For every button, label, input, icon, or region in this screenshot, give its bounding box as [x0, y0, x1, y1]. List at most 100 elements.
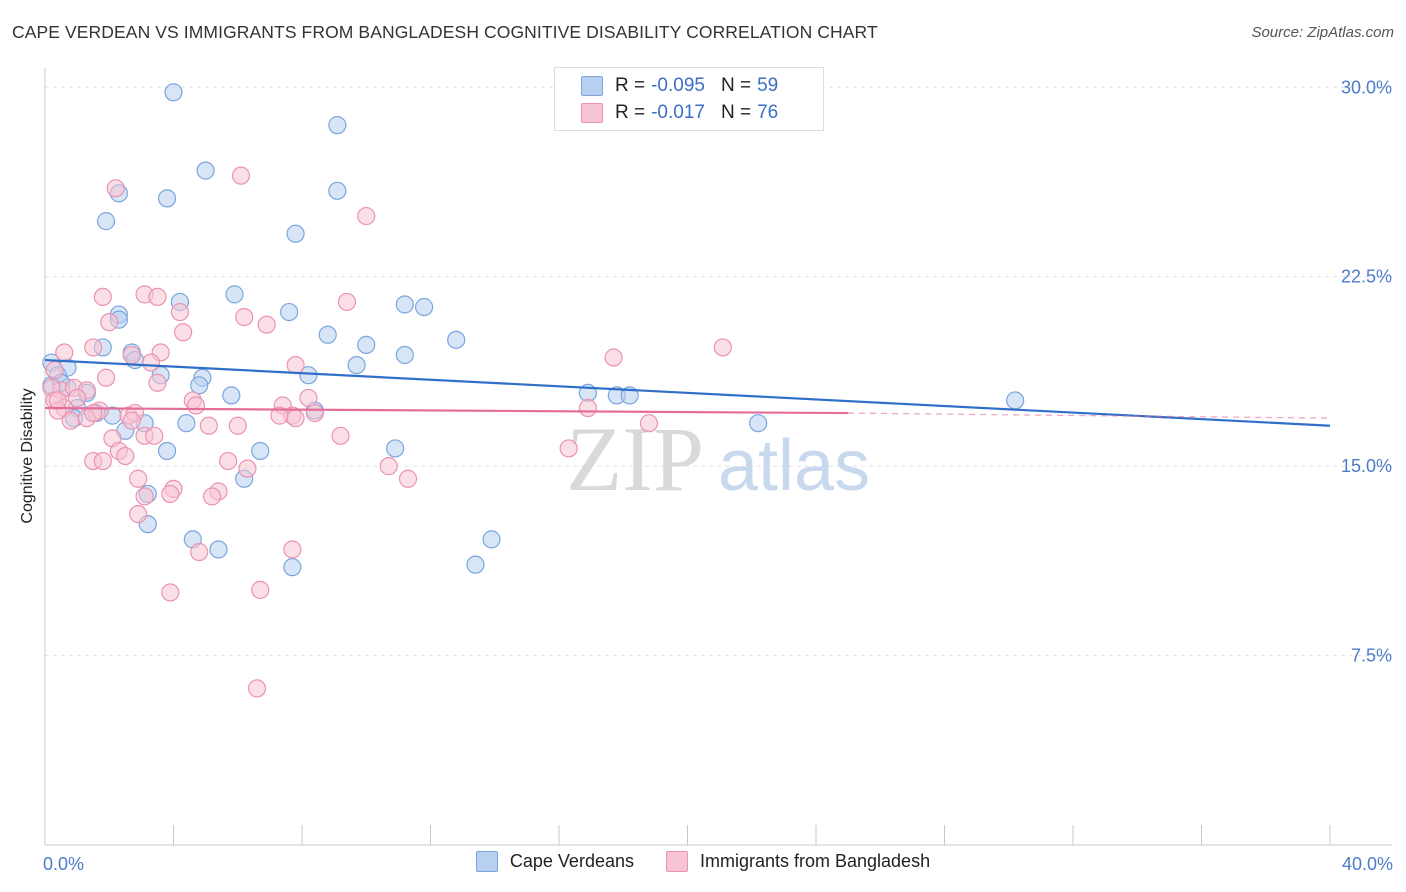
bangladesh-point — [604, 348, 623, 367]
cape-verdean-point — [395, 345, 414, 365]
watermark-atlas: atlas — [718, 426, 870, 506]
cape-verdean-point — [225, 285, 244, 304]
data-points — [42, 83, 1025, 698]
legend-item-cape-verdeans[interactable]: Cape Verdeans — [475, 851, 634, 872]
y-tick-label: 7.5% — [1351, 646, 1392, 666]
bangladesh-point — [96, 368, 116, 387]
cape-verdean-point — [190, 376, 209, 395]
legend-n-value: 59 — [757, 75, 779, 96]
cape-verdean-point — [347, 355, 366, 375]
cape-verdean-point — [283, 558, 302, 577]
y-tick-label: 22.5% — [1341, 267, 1392, 287]
legend-r-label: R = — [615, 75, 646, 96]
bangladesh-point — [219, 451, 238, 471]
bangladesh-point — [251, 580, 270, 599]
bangladesh-point — [68, 388, 87, 408]
bangladesh-point — [202, 487, 222, 506]
cape-verdean-point — [286, 224, 305, 243]
bangladesh-point — [174, 323, 193, 342]
watermark: ZIP atlas — [566, 408, 870, 510]
bangladesh-point — [145, 426, 164, 445]
bangladesh-point — [247, 679, 267, 698]
legend-swatch-pink — [665, 851, 688, 872]
series-legend: Cape Verdeans Immigrants from Bangladesh — [0, 851, 1406, 872]
bangladesh-point — [122, 345, 141, 365]
legend-item-bangladesh[interactable]: Immigrants from Bangladesh — [665, 851, 931, 872]
legend-swatch-blue — [475, 851, 498, 872]
bangladesh-point — [148, 373, 167, 392]
bangladesh-point — [93, 451, 112, 471]
x-tick-label: 40.0% — [1342, 854, 1393, 874]
cape-verdean-point — [395, 295, 414, 314]
cape-verdean-point — [177, 414, 196, 433]
bangladesh-point — [559, 439, 578, 458]
bangladesh-point — [578, 398, 598, 418]
bangladesh-point — [186, 396, 206, 415]
trend-lines — [44, 358, 1331, 427]
cape-verdean-trend-line — [44, 358, 1331, 427]
bangladesh-point — [84, 403, 103, 423]
cape-verdean-point — [164, 83, 183, 102]
bangladesh-point — [238, 459, 257, 478]
legend-swatch-pink — [581, 103, 603, 123]
bangladesh-point — [135, 487, 154, 506]
bangladesh-point — [398, 469, 418, 488]
bangladesh-point — [305, 403, 324, 423]
bangladesh-point — [283, 540, 302, 559]
bangladesh-point — [170, 302, 190, 322]
cape-verdean-point — [357, 335, 376, 354]
bangladesh-point — [231, 166, 251, 185]
x-tick-label: 0.0% — [43, 854, 84, 874]
watermark-zip: ZIP — [566, 408, 704, 510]
bangladesh-point — [228, 416, 247, 435]
bangladesh-point — [141, 353, 161, 372]
bangladesh-point — [48, 391, 67, 410]
bangladesh-point — [199, 416, 218, 435]
cape-verdean-point — [299, 366, 318, 385]
axes — [44, 68, 1392, 846]
cape-verdean-point — [318, 325, 337, 344]
cape-verdean-point — [328, 116, 347, 135]
grid-lines — [45, 86, 1392, 657]
cape-verdean-point — [482, 530, 501, 549]
cape-verdean-point — [96, 212, 116, 231]
cape-verdean-point — [414, 297, 434, 317]
bangladesh-point — [713, 338, 732, 357]
legend-label: Immigrants from Bangladesh — [699, 851, 931, 871]
cape-verdean-point — [447, 330, 466, 349]
bangladesh-point — [257, 315, 276, 334]
legend-r-value: -0.017 — [651, 102, 705, 123]
bangladesh-point — [235, 308, 254, 327]
y-tick-label: 30.0% — [1341, 77, 1392, 97]
cape-verdean-point — [251, 441, 270, 461]
bangladesh-point — [161, 484, 180, 504]
bangladesh-point — [148, 287, 167, 306]
legend-n-label: N = — [720, 75, 752, 96]
cape-verdean-point — [466, 555, 485, 574]
bangladesh-point — [129, 469, 148, 488]
bangladesh-point — [161, 583, 180, 602]
legend-swatch-blue — [581, 76, 603, 96]
bangladesh-point — [190, 542, 209, 562]
cape-verdean-point — [1006, 391, 1025, 410]
bangladesh-point — [122, 411, 141, 430]
bangladesh-point — [84, 338, 103, 357]
bangladesh-point — [106, 179, 125, 198]
bangladesh-point — [337, 292, 357, 312]
stats-legend: R = -0.095 N = 59 R = -0.017 N = 76 — [554, 67, 824, 131]
legend-label: Cape Verdeans — [509, 851, 634, 871]
cape-verdean-point — [157, 189, 177, 208]
legend-r-value: -0.095 — [651, 75, 705, 96]
bangladesh-point — [55, 343, 74, 362]
chart-title: CAPE VERDEAN VS IMMIGRANTS FROM BANGLADE… — [12, 22, 878, 42]
y-tick-label: 15.0% — [1341, 456, 1392, 476]
cape-verdean-point — [386, 439, 405, 458]
legend-r-label: R = — [615, 102, 646, 123]
legend-n-label: N = — [720, 102, 752, 123]
bangladesh-point — [45, 361, 64, 380]
bangladesh-point — [357, 206, 376, 226]
cape-verdean-point — [157, 441, 177, 461]
bangladesh-point — [379, 457, 398, 476]
bangladesh-trend-line — [44, 406, 849, 415]
